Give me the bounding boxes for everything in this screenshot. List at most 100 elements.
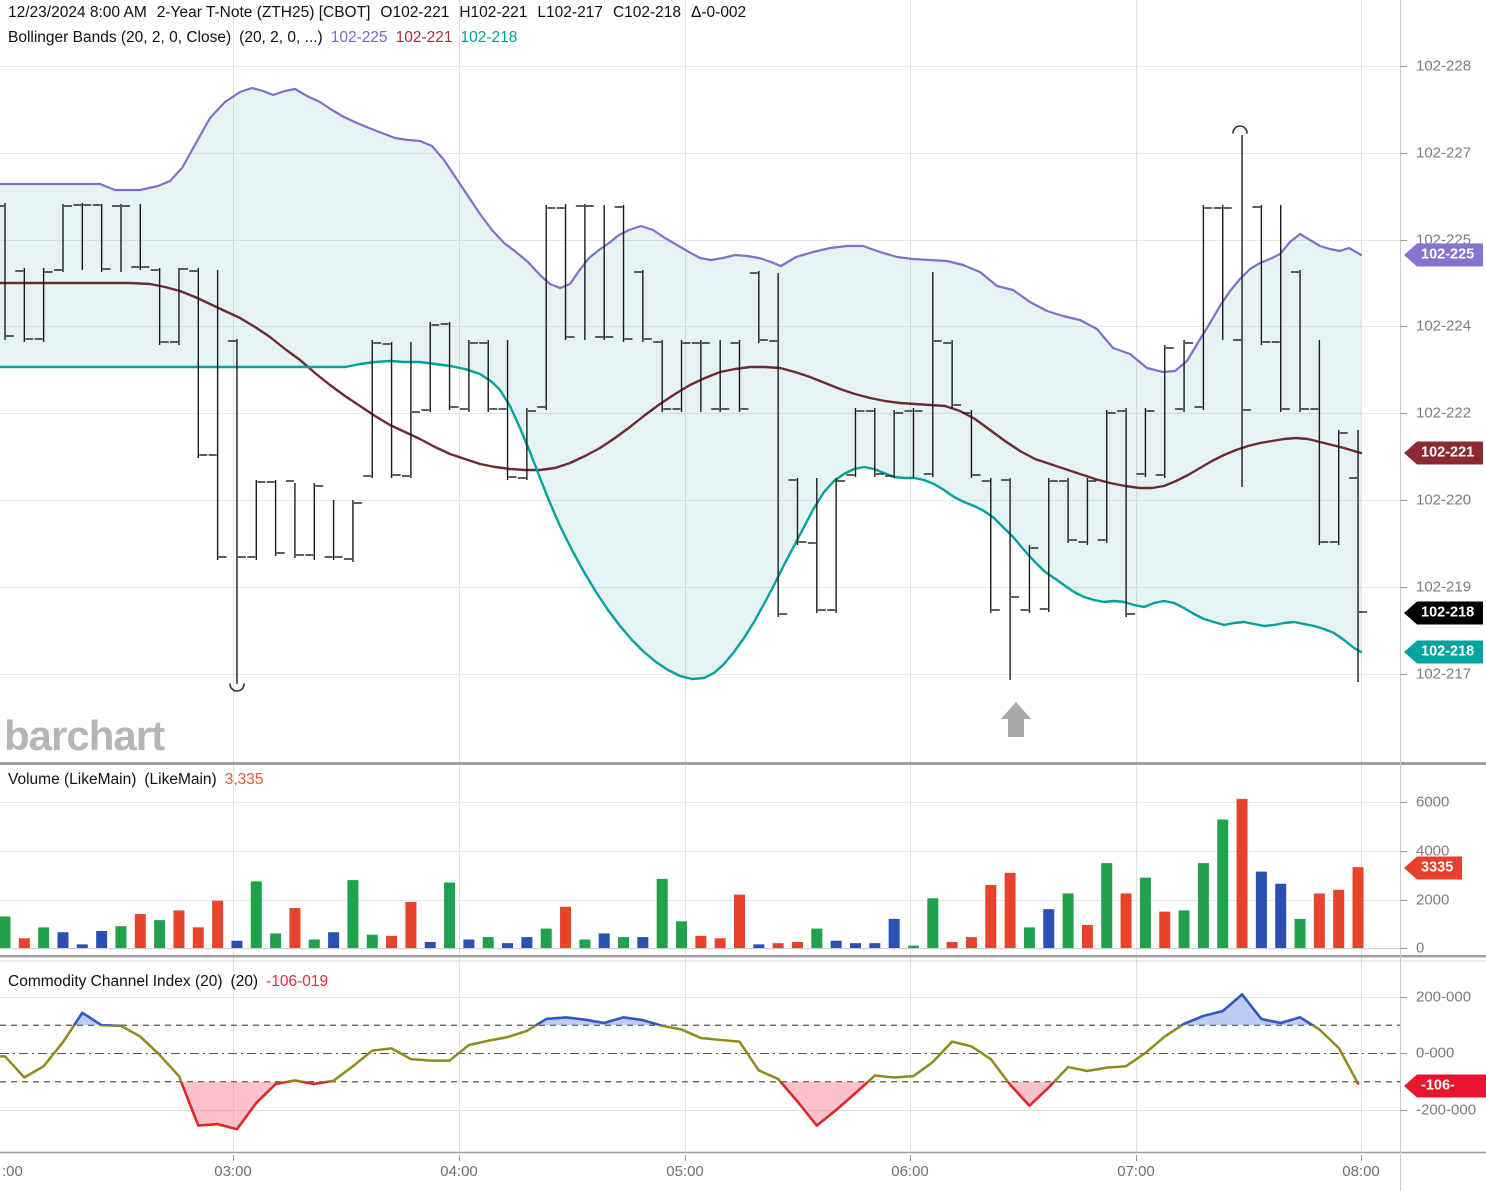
volume-bar [482, 937, 494, 948]
volume-bar [811, 928, 823, 948]
volume-bar [502, 943, 514, 948]
volume-bar [695, 935, 707, 948]
volume-bar [154, 920, 166, 948]
panel-separators [0, 762, 1486, 1154]
volume-bar [1333, 889, 1345, 948]
volume-bar [1139, 877, 1151, 948]
volume-bar [1101, 863, 1113, 948]
volume-bar [463, 939, 475, 948]
time-axis-label: :00 [2, 1163, 23, 1180]
volume-bar [1004, 872, 1016, 948]
bollinger-lower-band [0, 359, 1363, 681]
price-axis-label: 102-227 [1416, 144, 1472, 162]
volume-bar [1217, 819, 1229, 948]
volume-bar [328, 932, 340, 948]
last-value-badge: 3335 [1404, 856, 1463, 880]
volume-bar [1313, 893, 1325, 948]
volume-bar [598, 933, 610, 948]
cci-panel [0, 993, 1400, 1131]
volume-bar [1023, 927, 1035, 948]
volume-bar [308, 939, 320, 948]
volume-bar [849, 943, 861, 948]
time-axis-label: 07:00 [1117, 1163, 1155, 1180]
volume-bar [1081, 924, 1093, 948]
last-value-badge: 102-218 [1404, 640, 1484, 664]
vertical-gridlines [233, 0, 1362, 1152]
price-panel [0, 66, 1400, 681]
volume-bar [0, 916, 11, 948]
volume-bar [1178, 910, 1190, 948]
volume-bar [791, 941, 803, 948]
volume-bar [1120, 893, 1132, 948]
volume-bar [444, 882, 456, 948]
price-axis-label: 102-224 [1416, 317, 1472, 335]
price-axis-label: 102-220 [1416, 491, 1472, 509]
volume-bar [57, 932, 69, 948]
volume-bar [830, 940, 842, 948]
volume-bar [869, 943, 881, 948]
last-value-badge: -106-019 [1404, 1074, 1486, 1098]
volume-bar [1255, 871, 1267, 948]
volume-axis-label: 4000 [1416, 842, 1450, 860]
volume-bar [965, 937, 977, 948]
price-axis-label: 102-217 [1416, 665, 1472, 683]
volume-bar [676, 921, 688, 948]
bollinger-upper-band [0, 86, 1363, 374]
volume-bar [1275, 883, 1287, 948]
cycle-marker-high [1232, 125, 1248, 134]
volume-bar [1197, 863, 1209, 948]
volume-bar [212, 900, 224, 948]
time-axis-label: 08:00 [1342, 1163, 1380, 1180]
time-axis-label: 06:00 [891, 1163, 929, 1180]
bollinger-fill [0, 88, 1361, 679]
volume-bar [946, 941, 958, 948]
volume-bar [424, 941, 436, 948]
price-axis-label: 102-219 [1416, 578, 1472, 596]
volume-bar [579, 939, 591, 948]
time-axis-label: 04:00 [440, 1163, 478, 1180]
volume-bar [366, 934, 378, 948]
volume-bar [656, 878, 668, 948]
volume-bar [231, 940, 243, 948]
volume-bar [173, 910, 185, 948]
cci-line-oversold [179, 1081, 1360, 1131]
volume-bar [753, 944, 765, 948]
volume-bar [250, 881, 262, 948]
volume-bar [772, 943, 784, 948]
volume-cci-separator[interactable] [0, 955, 1486, 958]
cci-overbought-fill [0, 994, 1359, 1026]
volume-bar [115, 926, 127, 948]
volume-bar [521, 937, 533, 948]
volume-bar [560, 906, 572, 948]
up-arrow-annotation [1001, 702, 1031, 737]
volume-bar [192, 927, 204, 948]
volume-panel [0, 798, 1400, 949]
volume-bar [927, 898, 939, 948]
volume-bar [540, 928, 552, 948]
volume-bar [289, 907, 301, 948]
cci-oversold-fill [0, 1081, 1359, 1130]
last-value-badge: 102-218 [1404, 601, 1484, 625]
last-value-badge: 102-221 [1404, 441, 1484, 465]
price-volume-separator[interactable] [0, 762, 1486, 765]
volume-axis-label: 6000 [1416, 793, 1450, 811]
price-axis-label: 102-222 [1416, 404, 1472, 422]
volume-bar [1352, 867, 1364, 948]
volume-bar [1236, 798, 1248, 948]
last-value-badge: 102-225 [1404, 243, 1484, 267]
annotations [229, 125, 1248, 737]
volume-bar [405, 901, 417, 948]
volume-bar [618, 937, 630, 948]
volume-bar [270, 933, 282, 948]
time-axis-label: 03:00 [214, 1163, 252, 1180]
volume-bar [1294, 918, 1306, 948]
volume-axis-label: 0 [1416, 939, 1425, 957]
volume-bar [134, 914, 146, 948]
volume-bar [1062, 893, 1074, 948]
volume-bar [907, 945, 919, 948]
volume-axis-label: 2000 [1416, 891, 1450, 909]
volume-bar [734, 894, 746, 948]
axis-borders [233, 0, 1407, 1191]
cci-axis-label: 0-000 [1416, 1044, 1455, 1062]
